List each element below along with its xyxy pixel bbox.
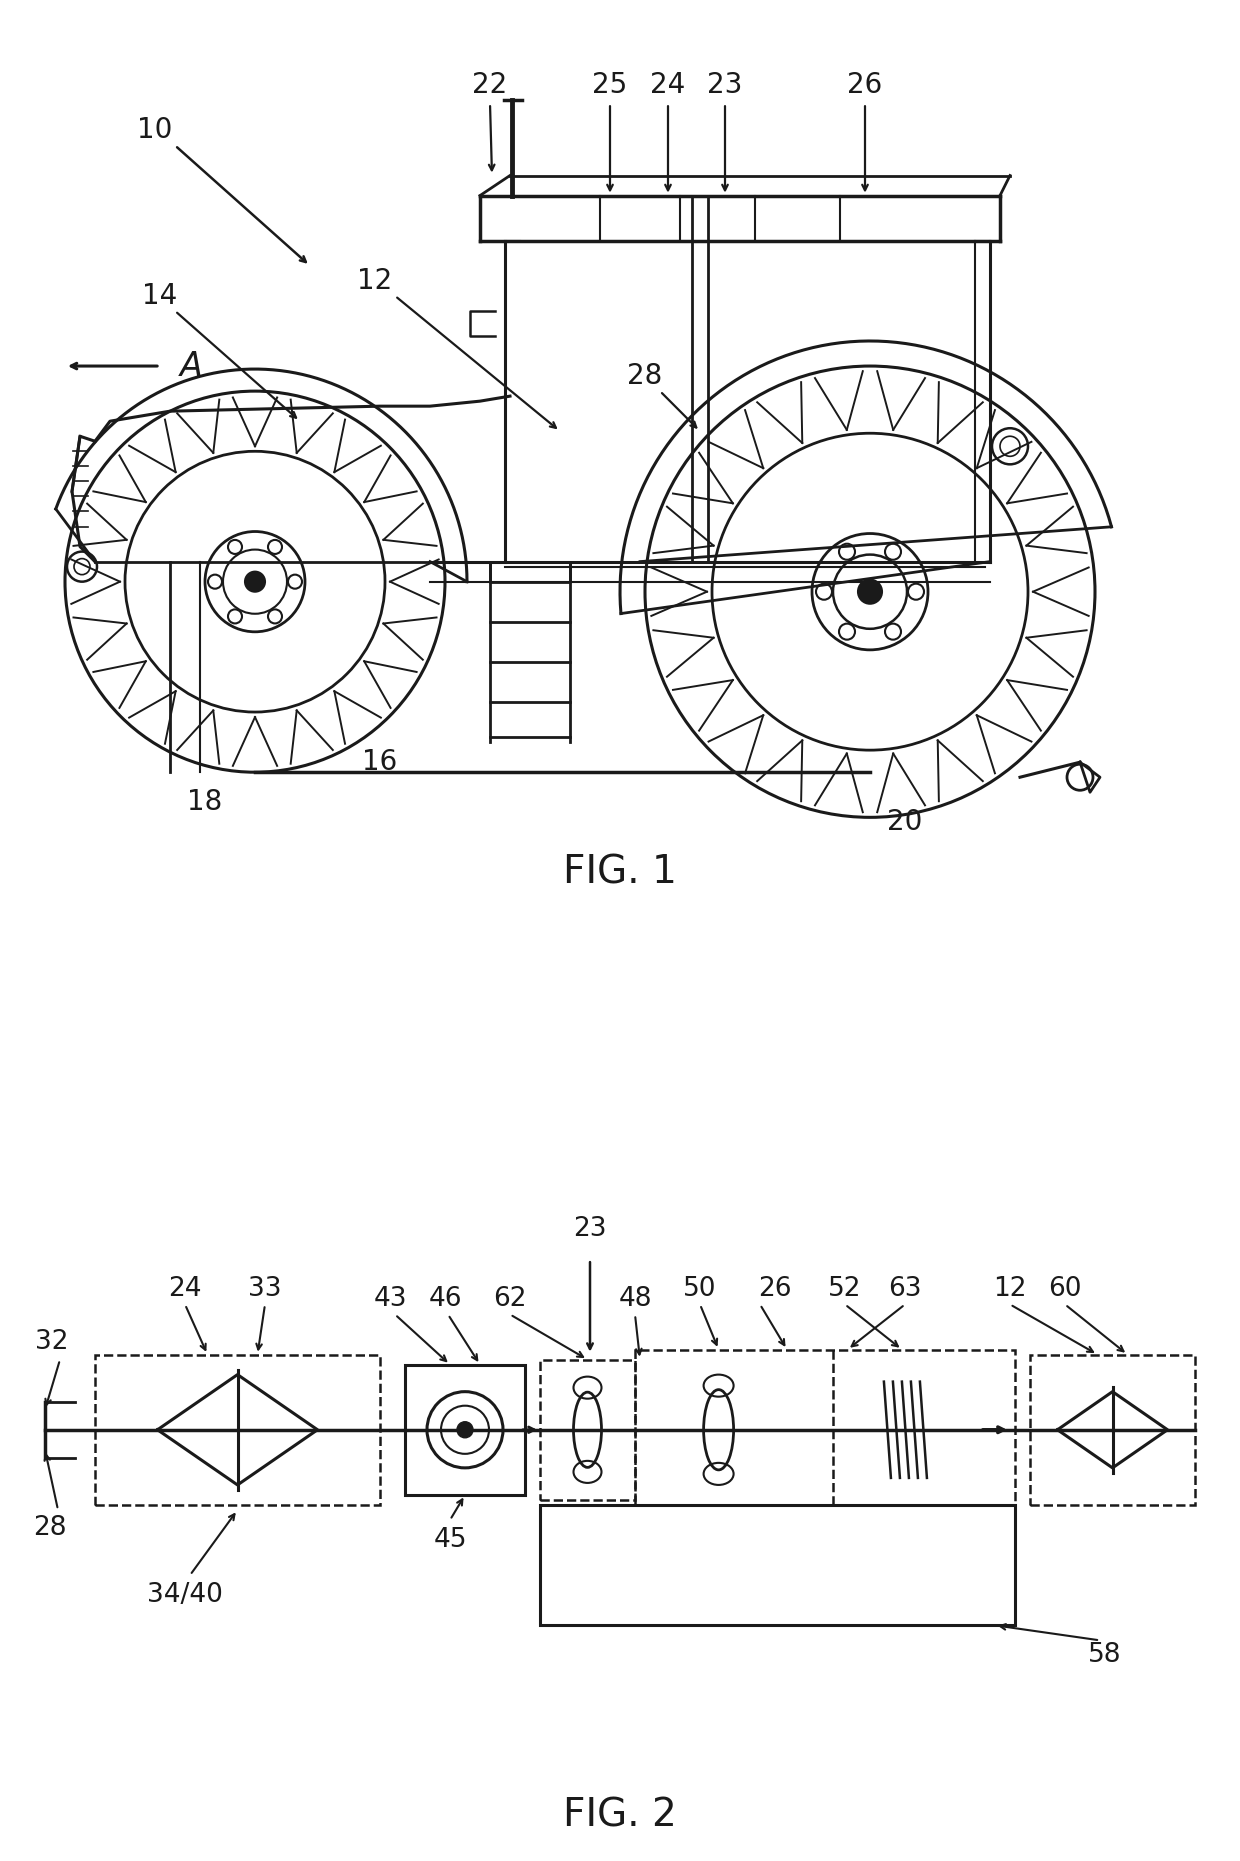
- Text: 62: 62: [494, 1286, 527, 1312]
- Text: 23: 23: [573, 1217, 606, 1241]
- Text: 28: 28: [33, 1515, 67, 1541]
- Text: 50: 50: [683, 1277, 717, 1303]
- Circle shape: [246, 571, 265, 592]
- Circle shape: [458, 1422, 472, 1439]
- Text: 33: 33: [248, 1277, 281, 1303]
- Text: 58: 58: [1089, 1643, 1122, 1669]
- Circle shape: [858, 579, 882, 603]
- Text: 34/40: 34/40: [148, 1582, 223, 1608]
- Text: 26: 26: [847, 71, 883, 99]
- Text: 32: 32: [35, 1329, 68, 1355]
- Text: 22: 22: [472, 71, 507, 99]
- Text: 23: 23: [707, 71, 743, 99]
- Text: 20: 20: [888, 808, 923, 836]
- Text: 24: 24: [650, 71, 686, 99]
- Text: 28: 28: [627, 363, 662, 391]
- Text: A: A: [180, 350, 203, 383]
- Text: 25: 25: [593, 71, 627, 99]
- Text: FIG. 2: FIG. 2: [563, 1798, 677, 1835]
- Bar: [95, 1355, 379, 1506]
- Text: 43: 43: [373, 1286, 407, 1312]
- Text: 60: 60: [1048, 1277, 1081, 1303]
- Text: 12: 12: [357, 266, 393, 294]
- Text: 18: 18: [187, 789, 223, 817]
- Bar: [405, 1364, 525, 1494]
- Bar: [539, 1506, 1016, 1625]
- Text: 46: 46: [428, 1286, 461, 1312]
- Text: 26: 26: [758, 1277, 792, 1303]
- Text: 24: 24: [169, 1277, 202, 1303]
- Text: 16: 16: [362, 748, 398, 776]
- Text: 48: 48: [619, 1286, 652, 1312]
- Text: 45: 45: [433, 1528, 466, 1554]
- Text: 14: 14: [143, 281, 177, 309]
- Text: 52: 52: [828, 1277, 862, 1303]
- Bar: [1030, 1355, 1195, 1506]
- Text: 63: 63: [888, 1277, 921, 1303]
- Text: 12: 12: [993, 1277, 1027, 1303]
- Bar: [635, 1349, 1016, 1506]
- Text: 10: 10: [138, 117, 172, 145]
- Bar: [539, 1360, 635, 1500]
- Text: FIG. 1: FIG. 1: [563, 854, 677, 891]
